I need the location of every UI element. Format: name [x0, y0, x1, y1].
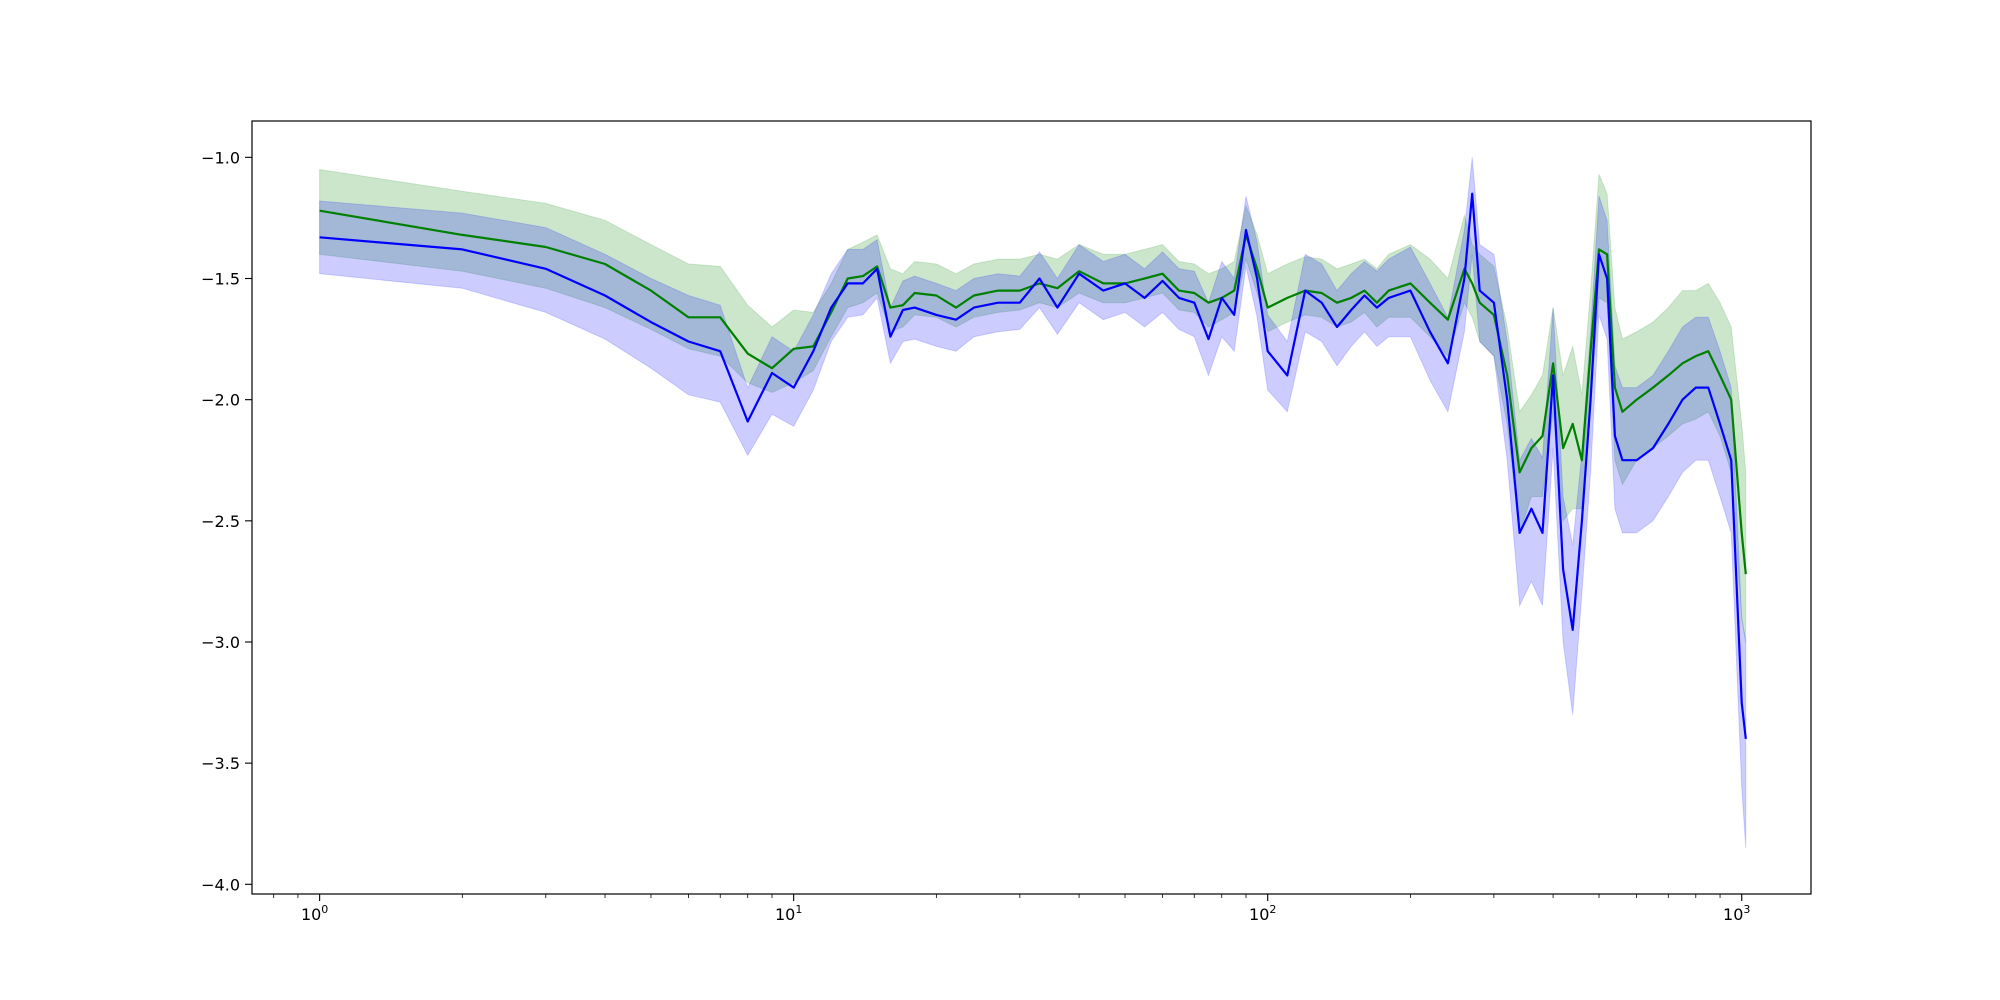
x-axis: 100 101 102 103 — [273, 894, 1750, 924]
y-tick-label: −3.0 — [201, 633, 240, 652]
series-1-band — [319, 157, 1747, 849]
confidence-bands — [319, 157, 1747, 849]
y-tick-label: −2.5 — [201, 512, 240, 531]
x-tick-label: 100 — [301, 903, 328, 924]
y-tick-label: −4.0 — [201, 875, 240, 894]
series-lines — [319, 192, 1747, 740]
y-axis: −1.0 −1.5 −2.0 −2.5 −3.0 −3.5 −4.0 — [201, 148, 252, 894]
series-0-line — [319, 209, 1747, 575]
y-tick-label: −2.0 — [201, 391, 240, 410]
plot-frame — [251, 120, 1812, 895]
y-tick-label: −1.5 — [201, 270, 240, 289]
series-0-band — [319, 168, 1747, 643]
y-tick-label: −1.0 — [201, 148, 240, 167]
x-tick-label: 101 — [775, 903, 802, 924]
x-tick-label: 102 — [1249, 903, 1276, 924]
y-tick-label: −3.5 — [201, 754, 240, 773]
x-tick-label: 103 — [1723, 903, 1750, 924]
series-1-line — [319, 192, 1747, 740]
